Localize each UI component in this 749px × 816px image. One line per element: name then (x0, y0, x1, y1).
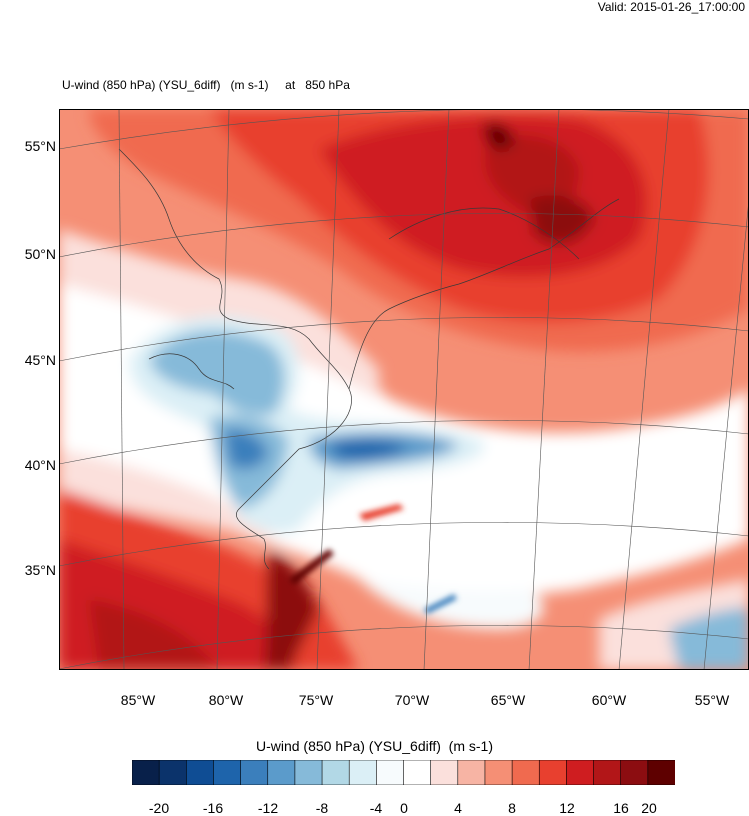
colorbar-swatch (240, 760, 269, 785)
valid-time: Valid: 2015-01-26_17:00:00 (597, 0, 745, 14)
colorbar-swatch (593, 760, 622, 785)
colorbar-tick: -20 (148, 800, 170, 816)
colorbar-swatch (511, 760, 540, 785)
lon-label-65: 65°W (490, 692, 526, 708)
colorbar-swatch (267, 760, 296, 785)
colorbar-swatch (294, 760, 323, 785)
lon-label-80: 80°W (208, 692, 244, 708)
lat-label-55: 55°N (24, 138, 56, 154)
colorbar-swatch (403, 760, 432, 785)
colorbar-swatch (348, 760, 377, 785)
lat-label-50: 50°N (24, 246, 56, 262)
colorbar-swatch (185, 760, 215, 785)
colorbar-swatch (538, 760, 568, 785)
colorbar-tick: -16 (202, 800, 224, 816)
graticule (59, 109, 749, 670)
colorbar-title: U-wind (850 hPa) (YSU_6diff) (m s-1) (255, 738, 494, 754)
wind-field-contours (59, 109, 749, 670)
colorbar-swatch (158, 760, 187, 785)
colorbar-tick: 8 (508, 800, 516, 816)
colorbar-swatch (132, 760, 160, 785)
colorbar-swatch (321, 760, 350, 785)
lon-label-70: 70°W (394, 692, 430, 708)
colorbar-tick: 12 (559, 800, 575, 816)
colorbar-swatch (213, 760, 242, 785)
colorbar-tick: -8 (315, 800, 329, 816)
colorbar-tick: -4 (369, 800, 383, 816)
colorbar-tick: 16 (613, 800, 629, 816)
colorbar-swatch (647, 760, 675, 785)
lon-label-75: 75°W (298, 692, 334, 708)
lat-label-35: 35°N (24, 562, 56, 578)
plot-title: U-wind (850 hPa) (YSU_6diff) (m s-1) at … (62, 78, 350, 92)
colorbar (132, 760, 675, 785)
colorbar-swatch (376, 760, 405, 785)
coastlines (118, 148, 620, 570)
lon-label-60: 60°W (591, 692, 627, 708)
colorbar-tick: 4 (454, 800, 462, 816)
colorbar-tick: 20 (641, 800, 657, 816)
colorbar-swatch (620, 760, 649, 785)
lat-label-45: 45°N (24, 352, 56, 368)
colorbar-swatch (457, 760, 486, 785)
fine-streaks (289, 504, 457, 614)
colorbar-tick: 0 (400, 800, 408, 816)
lon-label-55: 55°W (694, 692, 730, 708)
map-panel (59, 109, 749, 670)
lat-label-40: 40°N (24, 457, 56, 473)
colorbar-tick: -12 (257, 800, 279, 816)
colorbar-swatch (484, 760, 513, 785)
lon-label-85: 85°W (120, 692, 156, 708)
colorbar-swatch (566, 760, 595, 785)
colorbar-swatch (430, 760, 459, 785)
